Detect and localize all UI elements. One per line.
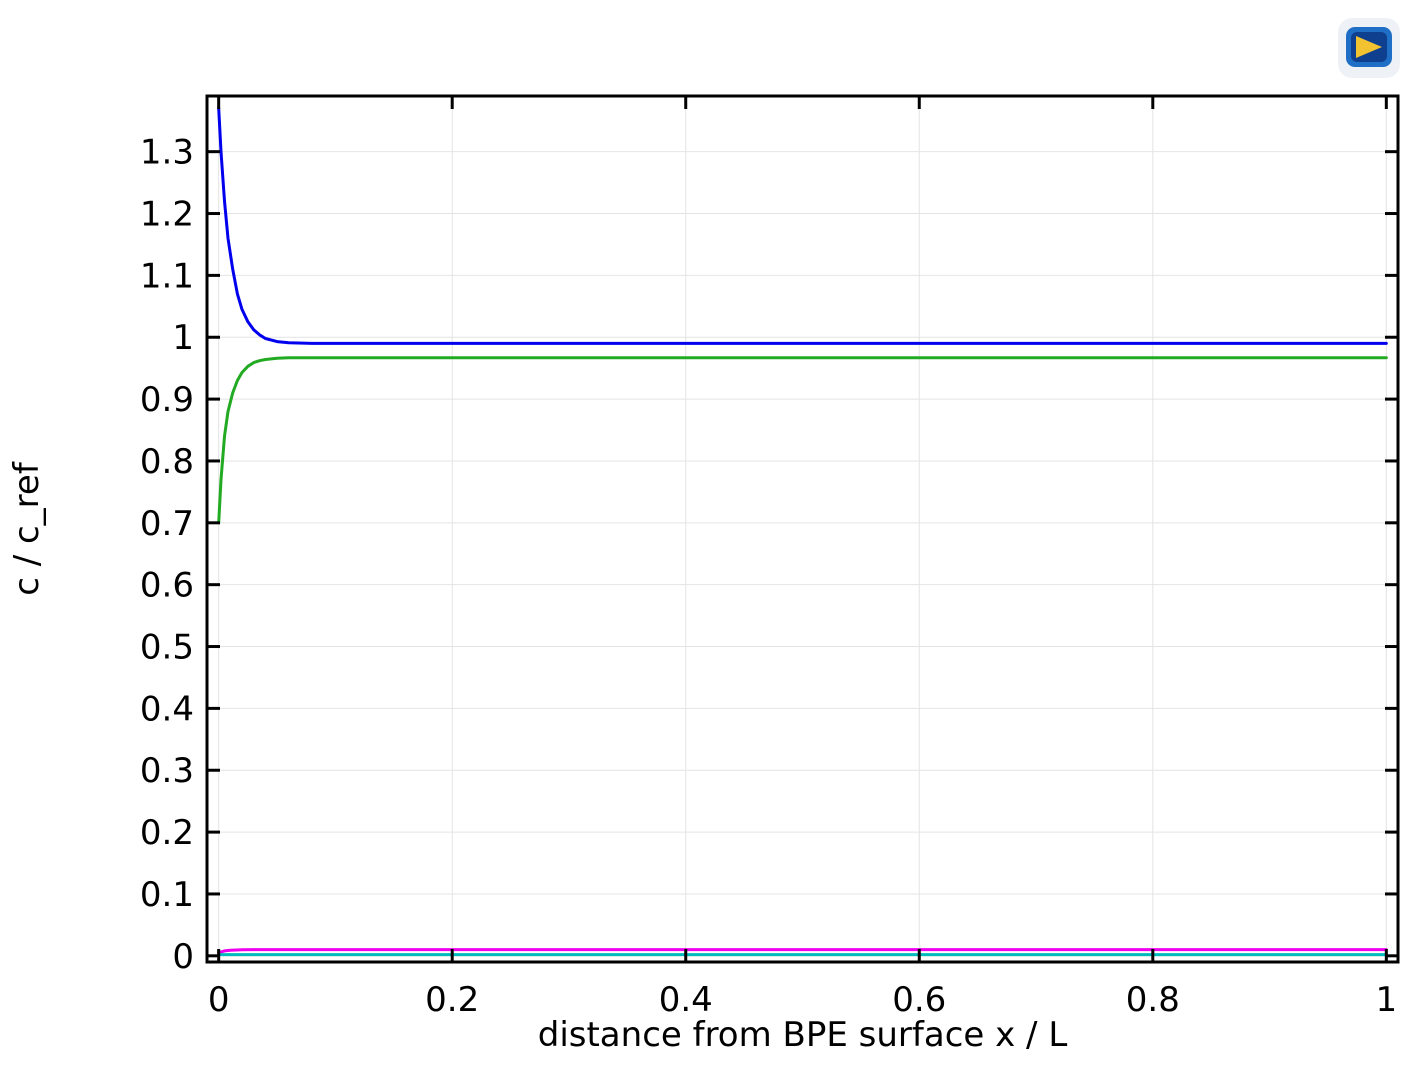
y-tick-label: 0.7 [140, 504, 194, 544]
y-tick-label: 0.3 [140, 751, 194, 791]
x-tick-label: 0.4 [659, 980, 713, 1020]
y-axis-label: c / c_ref [7, 461, 47, 596]
series-group [217, 106, 1388, 957]
y-tick-label: 0.5 [140, 628, 194, 668]
y-tick-label: 0 [172, 937, 194, 977]
comsol-logo-icon [1338, 18, 1400, 78]
y-tick-label: 1 [172, 318, 194, 358]
grid [207, 96, 1398, 962]
series-line-1 [217, 106, 1388, 345]
x-tick-label: 0 [208, 980, 230, 1020]
ticks [207, 96, 1398, 962]
y-tick-label: 1.1 [140, 256, 194, 296]
y-tick-label: 0.2 [140, 813, 194, 853]
y-tick-label: 0.8 [140, 442, 194, 482]
x-tick-label: 0.2 [425, 980, 479, 1020]
y-tick-label: 0.6 [140, 566, 194, 606]
series-line-3 [217, 948, 1388, 955]
plot-frame [205, 94, 1400, 964]
series-line-2 [217, 356, 1388, 525]
x-tick-label: 0.6 [892, 980, 946, 1020]
x-tick-label: 0.8 [1126, 980, 1180, 1020]
x-axis-label: distance from BPE surface x / L [538, 1015, 1068, 1055]
y-tick-label: 0.9 [140, 380, 194, 420]
x-tick-labels: 0 0.2 0.4 0.6 0.8 1 [208, 980, 1397, 1020]
x-tick-label: 1 [1376, 980, 1398, 1020]
y-tick-label: 0.4 [140, 689, 194, 729]
y-tick-labels: 0 0.1 0.2 0.3 0.4 0.5 0.6 0.7 0.8 0.9 1 1.1 1.2 1.3 [140, 133, 194, 977]
y-tick-label: 1.2 [140, 195, 194, 235]
y-tick-label: 0.1 [140, 875, 194, 915]
y-tick-label: 1.3 [140, 133, 194, 173]
